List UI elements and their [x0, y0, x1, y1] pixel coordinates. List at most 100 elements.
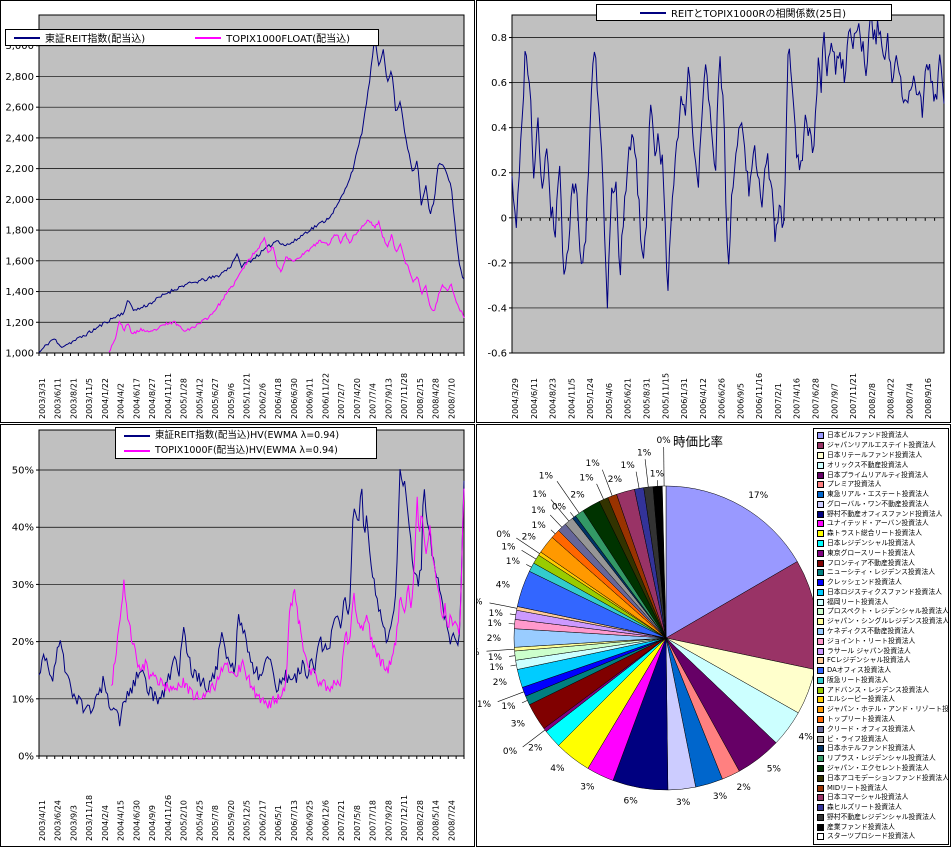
pie-legend-item: ジャパンリアルエステイト投資法人	[817, 441, 948, 450]
legend-color-swatch	[817, 530, 824, 538]
pie-slice-label: 0%	[477, 598, 483, 608]
x-axis-label: 2006/4/18	[274, 378, 283, 419]
pie-slice-label: 1%	[532, 490, 547, 500]
pie-slice-label: 0%	[496, 530, 511, 540]
legend-color-swatch	[817, 451, 824, 459]
pie-legend-item: ニューシティ・レジデンス投資法人	[817, 568, 948, 577]
series-line	[38, 40, 465, 353]
x-axis-label: 2004/11/5	[567, 378, 576, 419]
pie-slice-label: 0%	[656, 436, 671, 446]
pie-legend-item: MIDリート投資法人	[817, 783, 948, 792]
x-axis-label: 2004/11/26	[164, 795, 173, 841]
pie-legend-item: ジャパン・シングルレジデンス投資法人	[817, 617, 948, 626]
pie-slice-label: 1%	[637, 448, 652, 458]
legend-item-label: エルシーピー投資法人	[827, 695, 895, 704]
legend-color-swatch	[817, 813, 824, 821]
x-axis-label: 2003/6/24	[54, 800, 63, 841]
legend-item-label: 日本レジデンシャル投資法人	[827, 538, 916, 547]
x-axis-label: 2008/2/8	[868, 383, 877, 419]
series-line	[38, 469, 465, 727]
legend-color-swatch	[817, 618, 824, 626]
legend-color-swatch	[817, 491, 824, 499]
x-axis-label: 2007/12/11	[400, 795, 409, 841]
plot-area	[38, 14, 465, 354]
x-axis-label: 2005/1/28	[180, 378, 189, 419]
legend-color-swatch	[817, 716, 824, 724]
pie-legend: 日本ビルファンド投資法人 ジャパンリアルエステイト投資法人 日本リテールファンド投資…	[813, 428, 949, 845]
label-leader-line	[486, 648, 515, 652]
y-axis-label: 10%	[12, 694, 34, 705]
x-axis-label: 2007/9/13	[384, 378, 393, 419]
legend-item-label: クレッシェンド投資法人	[827, 578, 902, 587]
pie-slice-label: 1%	[531, 506, 546, 516]
x-axis-label: 2006/11/22	[321, 373, 330, 419]
pie-legend-item: FCレジデンシャル投資法人	[817, 656, 948, 665]
legend-item-label: ジャパンリアルエステイト投資法人	[827, 441, 936, 450]
x-axis-label: 2003/4/11	[38, 800, 47, 841]
pie-legend-item: 産業ファンド投資法人	[817, 822, 948, 831]
legend-item-label: オリックス不動産投資法人	[827, 460, 909, 469]
x-axis-label: 2004/8/23	[549, 378, 558, 419]
legend-item-label: スターツプロシード投資法人	[827, 832, 916, 841]
pie-legend-item: オリックス不動産投資法人	[817, 461, 948, 470]
legend-item-label: クリード・オフィス投資法人	[827, 724, 916, 733]
label-leader-line	[497, 691, 525, 702]
series-line	[511, 14, 945, 309]
topix-hv-legend-label: TOPIX1000F(配当込)HV(EWMA λ=0.94)	[155, 445, 338, 456]
pie-legend-item: ユナイテッド・アーバン投資法人	[817, 519, 948, 528]
legend-color-swatch	[817, 657, 824, 665]
legend-item-label: 野村不動産レジデンシャル投資法人	[827, 812, 936, 821]
x-axis-label: 2007/7/4	[369, 383, 378, 419]
pie-slice-label: 1%	[650, 469, 665, 479]
pie-slice	[665, 485, 798, 639]
x-axis-label: 2006/1/31	[680, 378, 689, 419]
pie-legend-item: ジョイント・リート投資法人	[817, 637, 948, 646]
x-axis-label: 2008/4/28	[432, 378, 441, 419]
x-axis-label: 2006/2/6	[258, 383, 267, 419]
pie-legend-item: 森ヒルズリート投資法人	[817, 803, 948, 812]
label-leader-line	[516, 537, 540, 554]
y-axis-label: 0	[501, 213, 507, 224]
legend-item-label: ラサール ジャパン投資法人	[827, 646, 911, 655]
pie-slice-label: 5%	[767, 765, 782, 775]
pie-slice-label: 1%	[579, 474, 594, 484]
y-axis-label: -0.4	[487, 303, 507, 314]
pie-slice-label: 2%	[493, 678, 508, 688]
legend-color-swatch	[817, 569, 824, 577]
pie-slice-label: 4%	[799, 732, 814, 742]
legend-color-swatch	[817, 608, 824, 616]
y-axis-label: 1,800	[5, 226, 34, 237]
label-leader-line	[556, 481, 580, 514]
x-axis-label: 2007/7/18	[369, 800, 378, 841]
label-leader-line	[602, 469, 613, 497]
label-leader-line	[521, 700, 528, 704]
legend-color-swatch	[817, 706, 824, 714]
pie-slice-label: 0%	[477, 648, 480, 658]
pie-slice-label: 4%	[550, 764, 565, 774]
legend-color-swatch	[817, 579, 824, 587]
pie-slice-label: 3%	[580, 783, 595, 793]
pie-legend-item: クリード・オフィス投資法人	[817, 725, 948, 734]
x-axis-label: 2004/9/9	[148, 805, 157, 841]
x-axis-label: 2006/2/17	[258, 800, 267, 841]
legend-color-swatch	[817, 559, 824, 567]
y-axis-label: 2,000	[5, 195, 34, 206]
legend-item-label: 阪急リート投資法人	[827, 675, 889, 684]
x-axis-label: 2005/4/25	[195, 800, 204, 841]
pie-slice-label: 1%	[501, 702, 516, 712]
reit-hv-legend-label: 東証REIT指数(配当込)HV(EWMA λ=0.94)	[155, 430, 340, 441]
y-axis-label: 1,000	[5, 349, 34, 360]
legend-item-label: ジョイント・リート投資法人	[827, 636, 916, 645]
y-axis-label: 1,200	[5, 318, 34, 329]
correlation-line-sample	[639, 11, 666, 14]
pie-slice-label: 6%	[624, 797, 639, 807]
x-axis-label: 2004/1/22	[101, 378, 110, 419]
pie-legend-item: 日本ビルファンド投資法人	[817, 431, 948, 440]
legend-item-label: 日本リテールファンド投資法人	[827, 450, 923, 459]
x-axis-label: 2007/11/28	[400, 373, 409, 419]
volatility-chart-panel: 0% 10% 20% 30% 40% 50% 2003/4/11 2003/6/24 2003/…	[0, 424, 475, 847]
y-axis-label: 3,000	[5, 41, 34, 52]
x-axis-label: 2008/7/4	[905, 383, 914, 419]
x-axis-label: 2007/9/7	[830, 383, 839, 419]
